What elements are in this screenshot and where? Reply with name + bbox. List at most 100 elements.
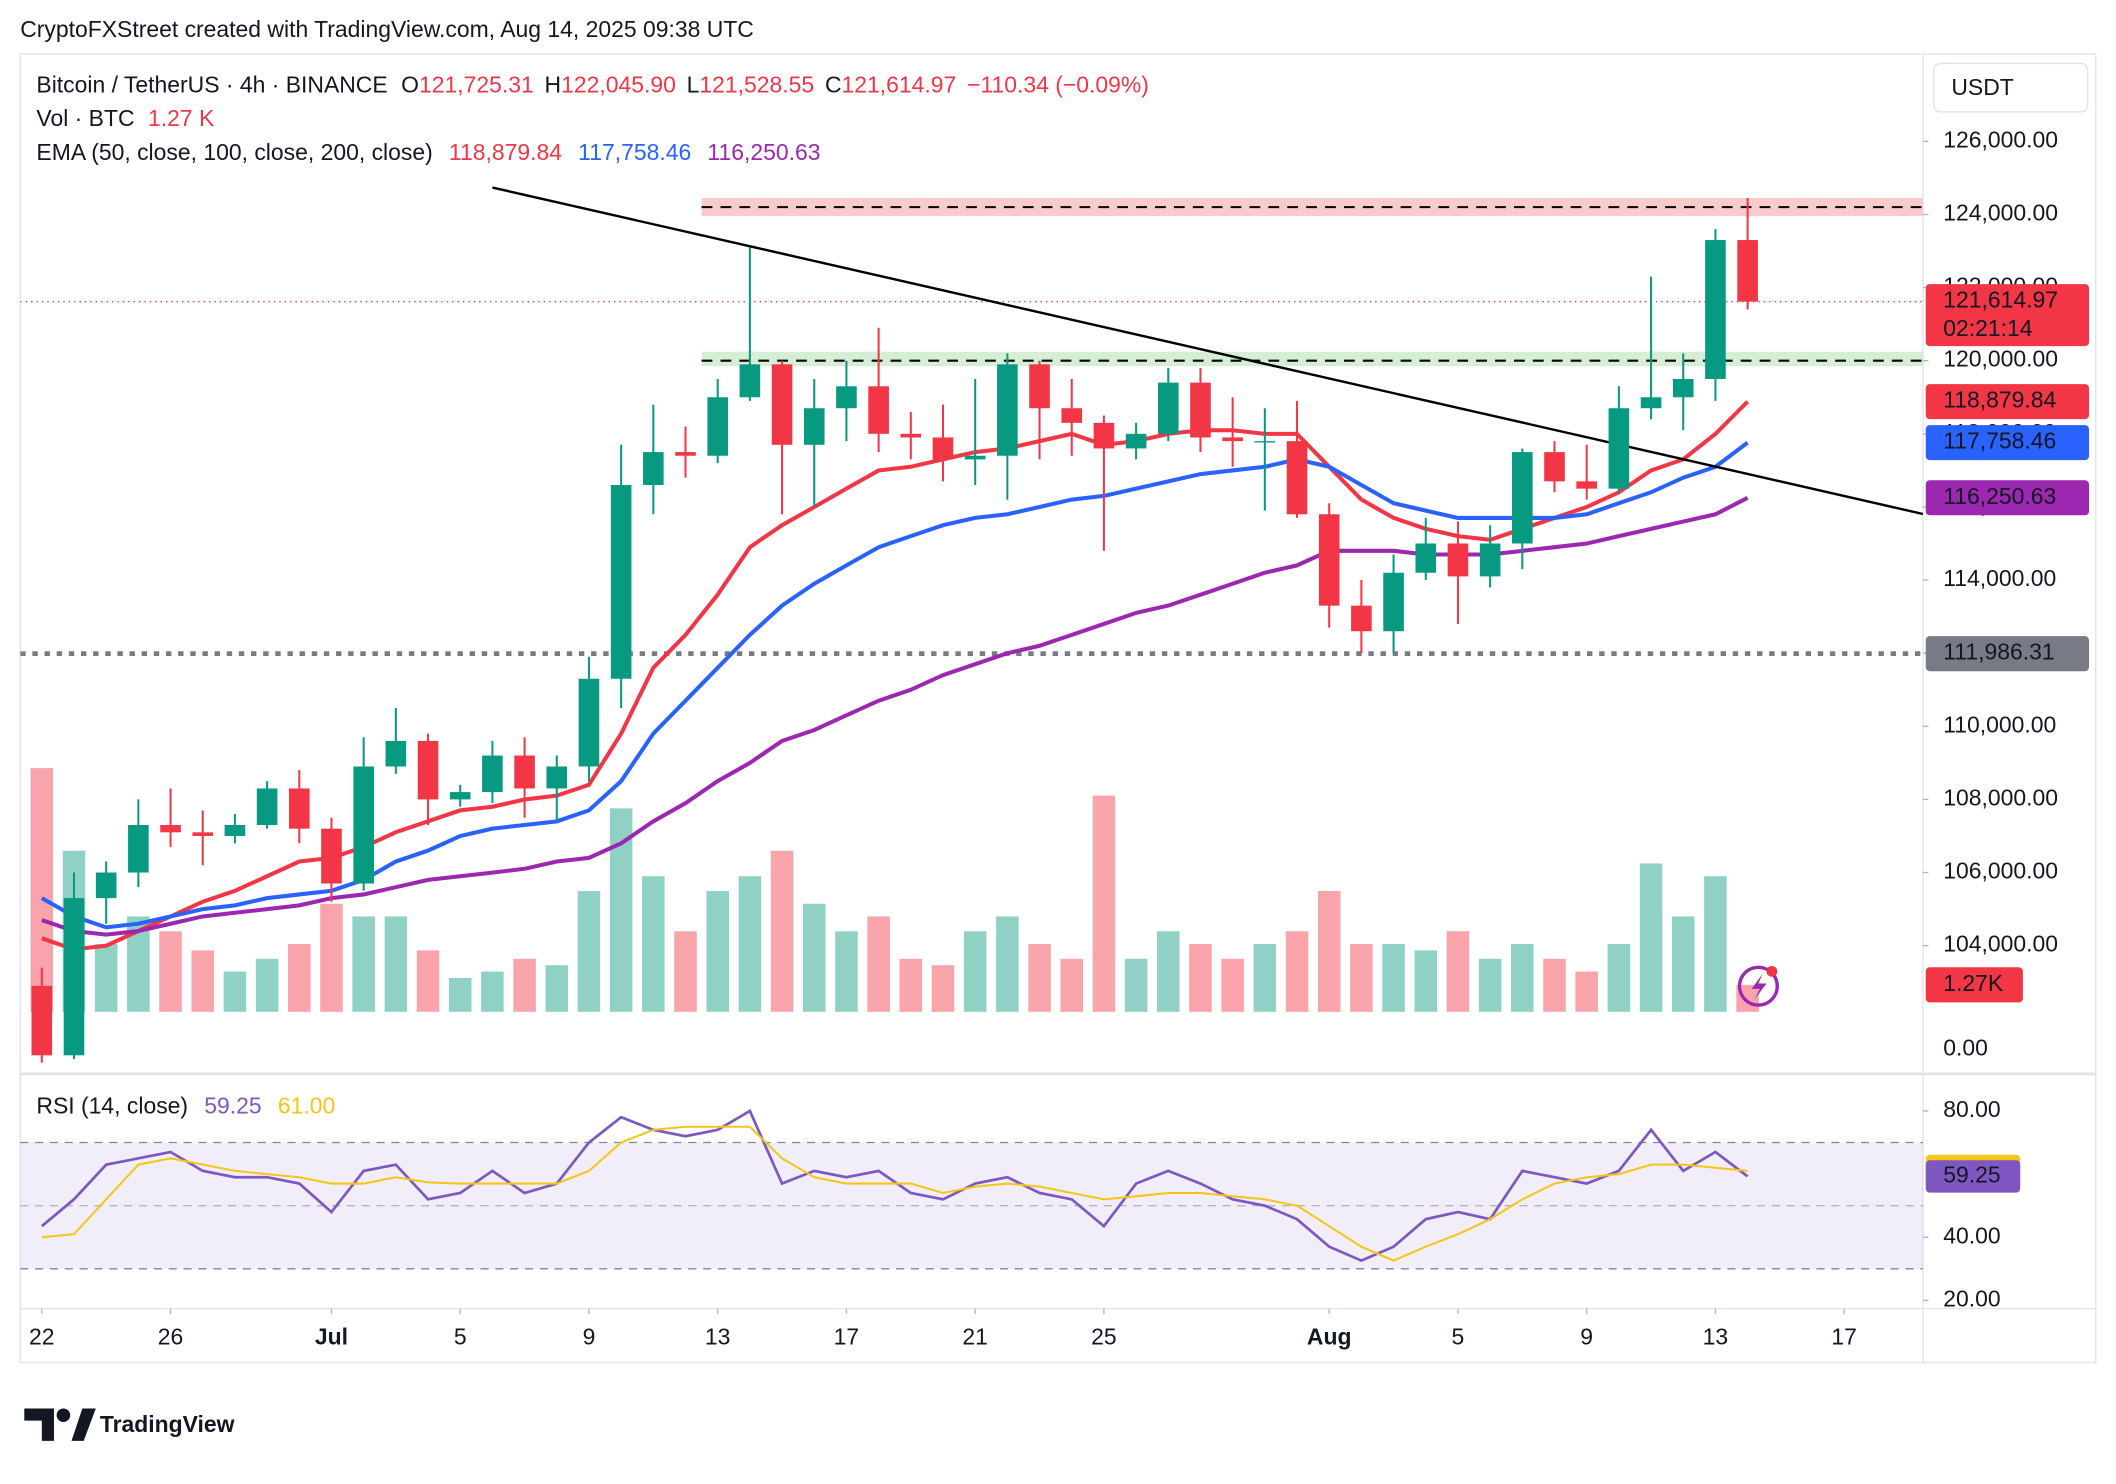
x-tick-label: 17 <box>1831 1323 1857 1349</box>
volume-bar <box>1221 958 1244 1012</box>
x-tick-label: 5 <box>454 1323 467 1349</box>
volume-axis-label: 1.27K <box>1943 970 2004 996</box>
candle-body <box>868 386 889 434</box>
rsi-value: 61.00 <box>278 1093 335 1119</box>
x-tick-label: Aug <box>1307 1323 1352 1349</box>
candle-body <box>1512 452 1533 544</box>
volume-bar <box>223 971 247 1012</box>
currency-box[interactable] <box>1933 62 2089 113</box>
rsi-legend: RSI (14, close) 59.25 61.00 <box>36 1093 335 1119</box>
volume-bar <box>1382 944 1405 1012</box>
volume-bar <box>1317 891 1341 1012</box>
volume-bar <box>513 958 536 1012</box>
y-tick-label: 108,000.00 <box>1943 784 2058 810</box>
volume-bar <box>1253 944 1277 1012</box>
volume-box <box>1925 967 2023 1003</box>
candle-body <box>1093 422 1115 449</box>
volume-bar <box>963 931 987 1012</box>
candle-body <box>31 985 53 1056</box>
candle-body <box>1157 382 1179 434</box>
support-label: 111,986.31 <box>1943 639 2054 665</box>
candle-body <box>900 433 922 438</box>
candle-body <box>1608 408 1630 489</box>
candle-body <box>836 386 857 409</box>
ohlc-key: L <box>687 71 700 97</box>
rsi-tick-label: 80.00 <box>1943 1096 2000 1122</box>
candle-body <box>1286 441 1308 515</box>
ema-axis-label: 118,879.84 <box>1943 387 2056 413</box>
candle-body <box>449 792 471 800</box>
x-tick-label: 9 <box>1580 1323 1593 1349</box>
volume-bar <box>1414 950 1438 1012</box>
symbol-legend: Bitcoin / TetherUS · 4h · BINANCE O121,72… <box>36 71 1148 97</box>
candle-body <box>707 397 728 456</box>
last-price-label: 121,614.97 <box>1943 287 2058 313</box>
volume-bar <box>1607 944 1631 1012</box>
candle-body <box>1640 397 1662 409</box>
candle-body <box>546 766 568 789</box>
volume-bar <box>1446 931 1470 1012</box>
volume-bar <box>127 916 150 1012</box>
y-tick-label: 126,000.00 <box>1943 126 2058 152</box>
candle-body <box>578 678 600 767</box>
rsi-axis-label: 59.25 <box>1943 1162 2000 1188</box>
volume-bar <box>1350 944 1373 1012</box>
candle-body <box>1351 605 1372 632</box>
rsi-pane <box>20 1109 1924 1270</box>
x-tick-label: 13 <box>705 1323 731 1349</box>
volume-bar <box>1543 958 1566 1012</box>
volume-bar <box>674 931 697 1012</box>
price-pane <box>20 186 1924 1063</box>
candle-body <box>353 766 374 884</box>
volume-legend: Vol · BTC 1.27 K <box>36 105 215 131</box>
candle-body <box>128 824 149 873</box>
volume-name: Vol · BTC <box>36 105 134 131</box>
candle-body <box>1447 543 1469 577</box>
ohlc-key: O <box>401 71 419 97</box>
candle-body <box>675 452 696 456</box>
x-tick-label: 17 <box>834 1323 860 1349</box>
candle-body <box>1061 408 1083 423</box>
volume-bar <box>481 971 504 1012</box>
volume-value: 1.27 K <box>148 105 215 131</box>
volume-bar <box>802 903 826 1012</box>
candle-body <box>1415 543 1437 573</box>
last-price-box <box>1925 284 2090 347</box>
axes: 126,000.00124,000.00122,000.00120,000.00… <box>29 126 2090 1349</box>
candle-body <box>610 484 632 679</box>
legend: Bitcoin / TetherUS · 4h · BINANCE O121,72… <box>36 71 1148 1118</box>
symbol: Bitcoin / TetherUS · 4h · BINANCE <box>36 71 387 97</box>
x-tick-label: 26 <box>158 1323 184 1349</box>
ema-name: EMA (50, close, 100, close, 200, close) <box>36 139 432 165</box>
volume-bar <box>255 958 279 1012</box>
ohlc-value: 121,528.55 <box>699 71 814 97</box>
ohlc-value: 121,725.31 <box>419 71 534 97</box>
support-box <box>1925 636 2090 672</box>
ohlc-value: 121,614.97 <box>842 71 957 97</box>
x-tick-label: 5 <box>1452 1323 1465 1349</box>
credit: CryptoFXStreet created with TradingView.… <box>20 16 754 42</box>
ema-value: 117,758.46 <box>578 139 691 165</box>
frame <box>19 53 2097 1364</box>
rsi-tick-label: 40.00 <box>1943 1222 2000 1248</box>
x-tick-label: 9 <box>583 1323 596 1349</box>
ohlc-value: 122,045.90 <box>561 71 676 97</box>
candle-body <box>1254 441 1276 443</box>
watermark <box>1737 965 1779 1007</box>
candle-body <box>288 788 310 829</box>
candle-body <box>514 755 535 789</box>
volume-bar <box>1671 916 1695 1012</box>
volume-bar <box>1028 944 1051 1012</box>
volume-bar <box>1189 944 1212 1012</box>
candle-body <box>160 824 181 833</box>
candle-body <box>95 872 117 899</box>
volume-bar <box>545 965 569 1012</box>
ema-value: 118,879.84 <box>449 139 562 165</box>
zone <box>701 351 1924 367</box>
ema-axis-label: 116,250.63 <box>1943 483 2056 509</box>
candle-body <box>63 898 85 1056</box>
candle-body <box>321 828 342 884</box>
volume-bar <box>1285 931 1309 1012</box>
ema-axis-label: 117,758.46 <box>1943 428 2056 454</box>
